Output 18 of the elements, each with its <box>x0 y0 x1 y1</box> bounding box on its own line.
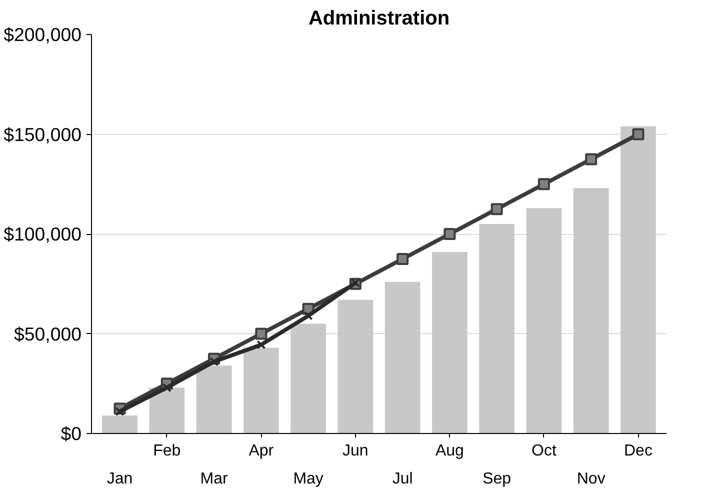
y-tick-label: $0 <box>60 423 82 444</box>
x-tick-label: Aug <box>435 442 464 460</box>
x-tick-label: Jul <box>392 470 413 488</box>
x-tick-label: Nov <box>576 470 606 488</box>
x-tick-label: Mar <box>200 470 228 488</box>
x-tick-label: Jun <box>342 442 368 460</box>
x-tick-label: May <box>293 470 324 488</box>
x-tick-label: Sep <box>482 470 512 488</box>
x-tick-label: Jan <box>106 470 133 488</box>
y-tick-label: $200,000 <box>4 24 82 45</box>
y-tick-label: $150,000 <box>4 124 82 145</box>
chart-title: Administration <box>308 8 450 30</box>
x-tick-label: Dec <box>624 442 652 460</box>
x-tick-label: Oct <box>532 442 557 460</box>
x-tick-label: Feb <box>153 442 181 460</box>
y-tick-label: $50,000 <box>14 323 82 344</box>
x-tick-label: Apr <box>248 442 274 460</box>
y-tick-label: $100,000 <box>4 224 82 244</box>
